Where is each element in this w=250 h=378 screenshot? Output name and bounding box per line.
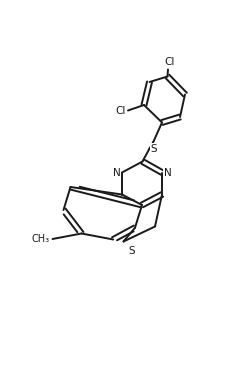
Text: N: N — [164, 167, 172, 178]
Text: N: N — [112, 167, 120, 178]
Text: Cl: Cl — [115, 105, 126, 116]
Text: Cl: Cl — [164, 57, 174, 67]
Text: S: S — [150, 144, 157, 154]
Text: CH₃: CH₃ — [32, 234, 50, 244]
Text: S: S — [128, 246, 134, 256]
